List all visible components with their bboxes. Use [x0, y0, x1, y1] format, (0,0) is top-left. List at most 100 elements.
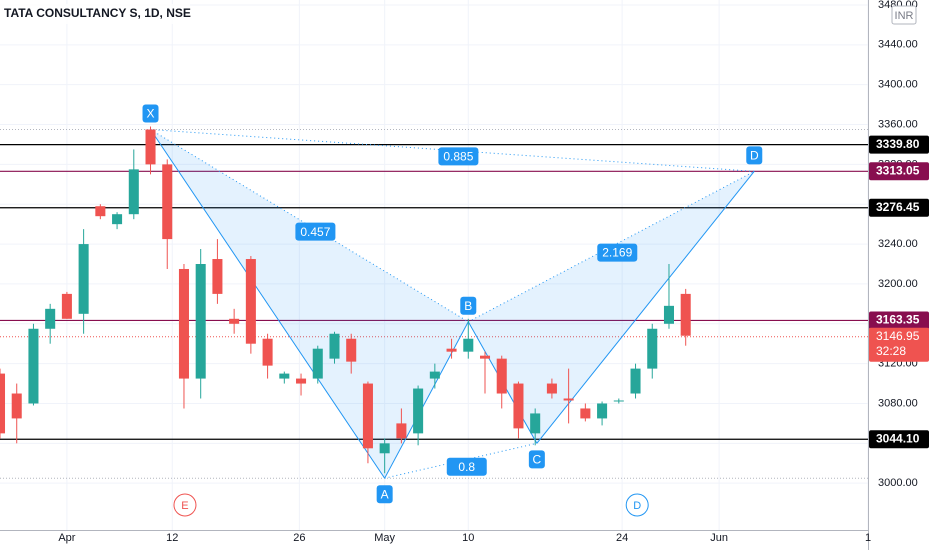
x-tick-label: May [374, 532, 395, 544]
candle-body [663, 305, 674, 324]
level-label: 3339.80 [876, 137, 920, 151]
candle-body [346, 338, 357, 362]
axis: 3000.003040.003080.003120.003160.003200.… [58, 0, 929, 544]
candle-body [312, 348, 323, 379]
pattern-point-label: X [147, 107, 155, 121]
pattern-leg [150, 129, 386, 479]
level-tag [869, 430, 929, 449]
x-tick-label: Jun [710, 532, 728, 544]
candle-body [429, 371, 440, 379]
x-tick-label: 26 [293, 532, 305, 544]
pattern-fill [468, 171, 755, 444]
pattern-ratio-line [150, 129, 755, 172]
pattern-ratio-label: 0.8 [458, 460, 475, 474]
event-label: D [633, 500, 641, 512]
level-label: 3044.10 [876, 431, 920, 445]
currency-box[interactable] [891, 5, 917, 25]
levels [0, 144, 868, 440]
currency: INR [895, 10, 914, 22]
candle-body [413, 388, 424, 434]
pattern-ratio-label-bg [446, 457, 487, 476]
pattern-point-label-bg [376, 485, 393, 504]
event-label: E [181, 500, 188, 512]
candle-body [329, 333, 340, 359]
pattern-ratio-label: 2.169 [602, 246, 632, 260]
candle-body [178, 268, 189, 379]
candle-body [28, 328, 39, 404]
title-bg [0, 4, 190, 24]
x-tick-label: 10 [462, 532, 474, 544]
candle-body [262, 338, 273, 366]
level-label: 3163.35 [876, 313, 920, 327]
overlay: X A B C D 0.885 0.457 0.8 2.169 E D [142, 104, 763, 517]
pattern-ratio-label-bg [438, 147, 479, 166]
level-tag [869, 162, 929, 181]
last-price-label: 3146.95 [876, 329, 920, 343]
candle-body [11, 393, 22, 419]
candle-body [446, 348, 457, 352]
pattern-fill [150, 129, 469, 479]
candle-body [229, 318, 240, 324]
level-tag [869, 198, 929, 217]
candle-body [245, 259, 256, 344]
pattern-point-label-bg [460, 296, 477, 315]
candle-body [647, 328, 658, 369]
candle-body [212, 259, 223, 294]
candle-body [0, 373, 6, 434]
pattern-point-label: D [750, 149, 759, 163]
candle-body [279, 373, 290, 379]
candle-body [630, 368, 641, 394]
x-tick-label: Apr [58, 532, 75, 544]
candle-body [680, 293, 691, 336]
candle-body [479, 355, 491, 359]
candle-body [563, 398, 574, 401]
pattern-point-label-bg [528, 450, 545, 469]
candle-body [112, 214, 123, 225]
pattern-ratio-label-bg [597, 243, 638, 262]
pattern-point-label-bg [746, 146, 763, 165]
candle-body [530, 413, 541, 434]
candle-body [463, 338, 474, 352]
candles [0, 126, 691, 474]
pattern-ratio-label: 0.885 [443, 150, 473, 164]
candle-body [613, 400, 624, 402]
pattern-ratio-label: 0.457 [300, 225, 330, 239]
candle-body [78, 244, 89, 314]
y-tick-label: 3200.00 [878, 278, 918, 290]
candle-body [597, 403, 608, 419]
candle-body [145, 129, 156, 165]
candle-body [396, 423, 407, 439]
last-price-tag [869, 327, 929, 362]
pattern-leg [384, 321, 469, 479]
pattern-leg [536, 171, 755, 444]
x-tick-label: 12 [166, 532, 178, 544]
pattern-point-label: A [381, 487, 389, 501]
pattern-point-label-bg [142, 104, 159, 123]
y-tick-label: 3480.00 [878, 0, 918, 11]
pattern-point-label: B [464, 299, 472, 313]
candle-body [95, 206, 106, 217]
pattern [150, 129, 755, 479]
y-tick-label: 3440.00 [878, 39, 918, 51]
level-tag [869, 311, 929, 330]
countdown: 32:28 [876, 344, 906, 358]
y-tick-label: 3400.00 [878, 79, 918, 91]
candle-body [195, 264, 206, 379]
level-tag [869, 135, 929, 154]
chart-title: TATA CONSULTANCY S, 1D, NSE [4, 6, 191, 20]
candle-body [513, 383, 524, 429]
candle-body [379, 443, 390, 454]
candle-body [580, 408, 591, 419]
event-marker [173, 493, 197, 517]
candle-body [362, 383, 373, 449]
grid [0, 0, 869, 530]
candle-body [296, 378, 307, 384]
candle-body [128, 169, 139, 215]
level-label: 3313.05 [876, 163, 920, 177]
pattern-point-label: C [533, 452, 542, 466]
level-label: 3276.45 [876, 200, 920, 214]
pattern-ratio-label-bg [295, 222, 336, 241]
candle-body [61, 293, 72, 319]
x-tick-label: 1 [865, 532, 871, 544]
